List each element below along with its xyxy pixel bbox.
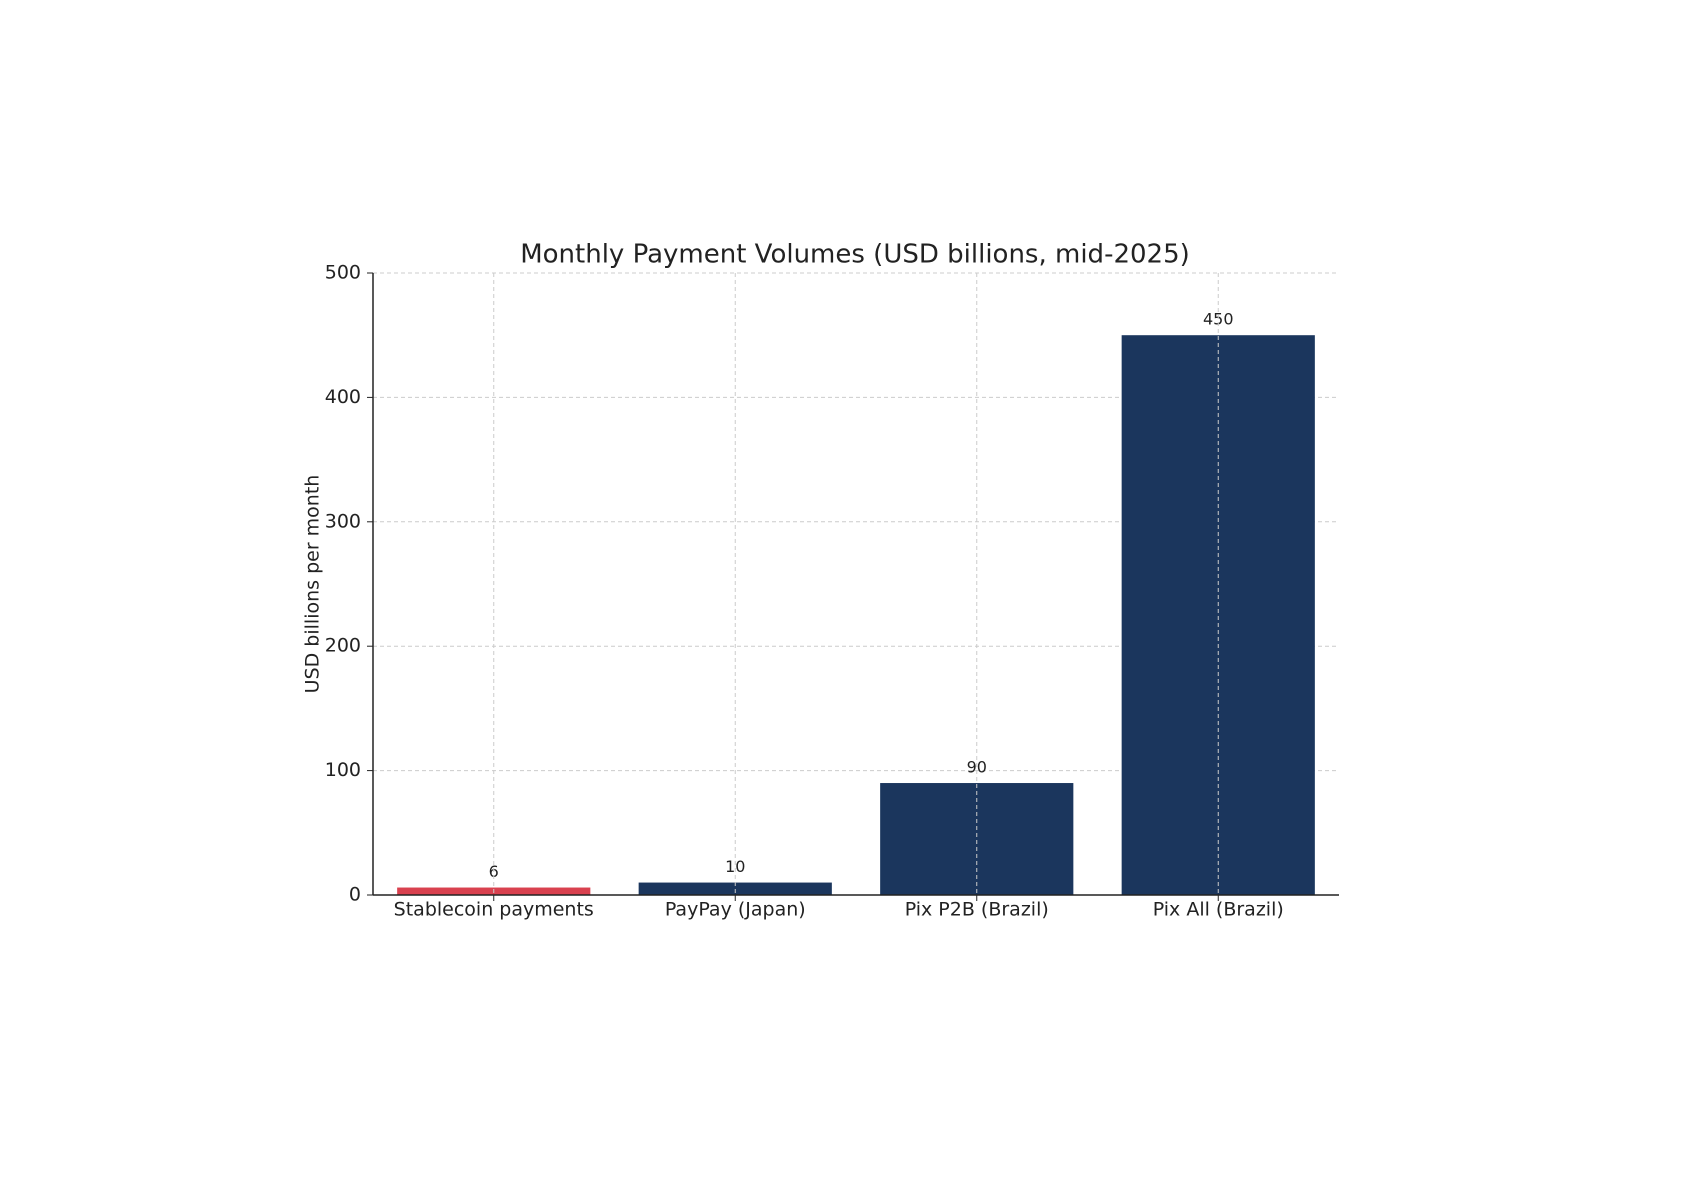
data-label: 450 [1203,310,1234,329]
y-tick-label: 500 [325,262,361,284]
x-tick-label: PayPay (Japan) [665,899,806,921]
y-tick-label: 100 [325,759,361,781]
y-axis-label: USD billions per month [302,475,324,694]
bar [638,882,832,895]
data-label: 90 [967,758,987,777]
x-tick-label: Pix P2B (Brazil) [905,899,1049,921]
chart-title: Monthly Payment Volumes (USD billions, m… [520,240,1190,270]
y-tick-label: 400 [325,386,361,408]
x-tick-label: Stablecoin payments [394,899,594,921]
x-tick-label: Pix All (Brazil) [1153,899,1284,921]
y-tick-label: 300 [325,510,361,532]
y-tick-label: 0 [349,884,361,906]
y-tick-label: 200 [325,635,361,657]
bar [1121,335,1315,895]
data-label: 10 [725,857,745,876]
